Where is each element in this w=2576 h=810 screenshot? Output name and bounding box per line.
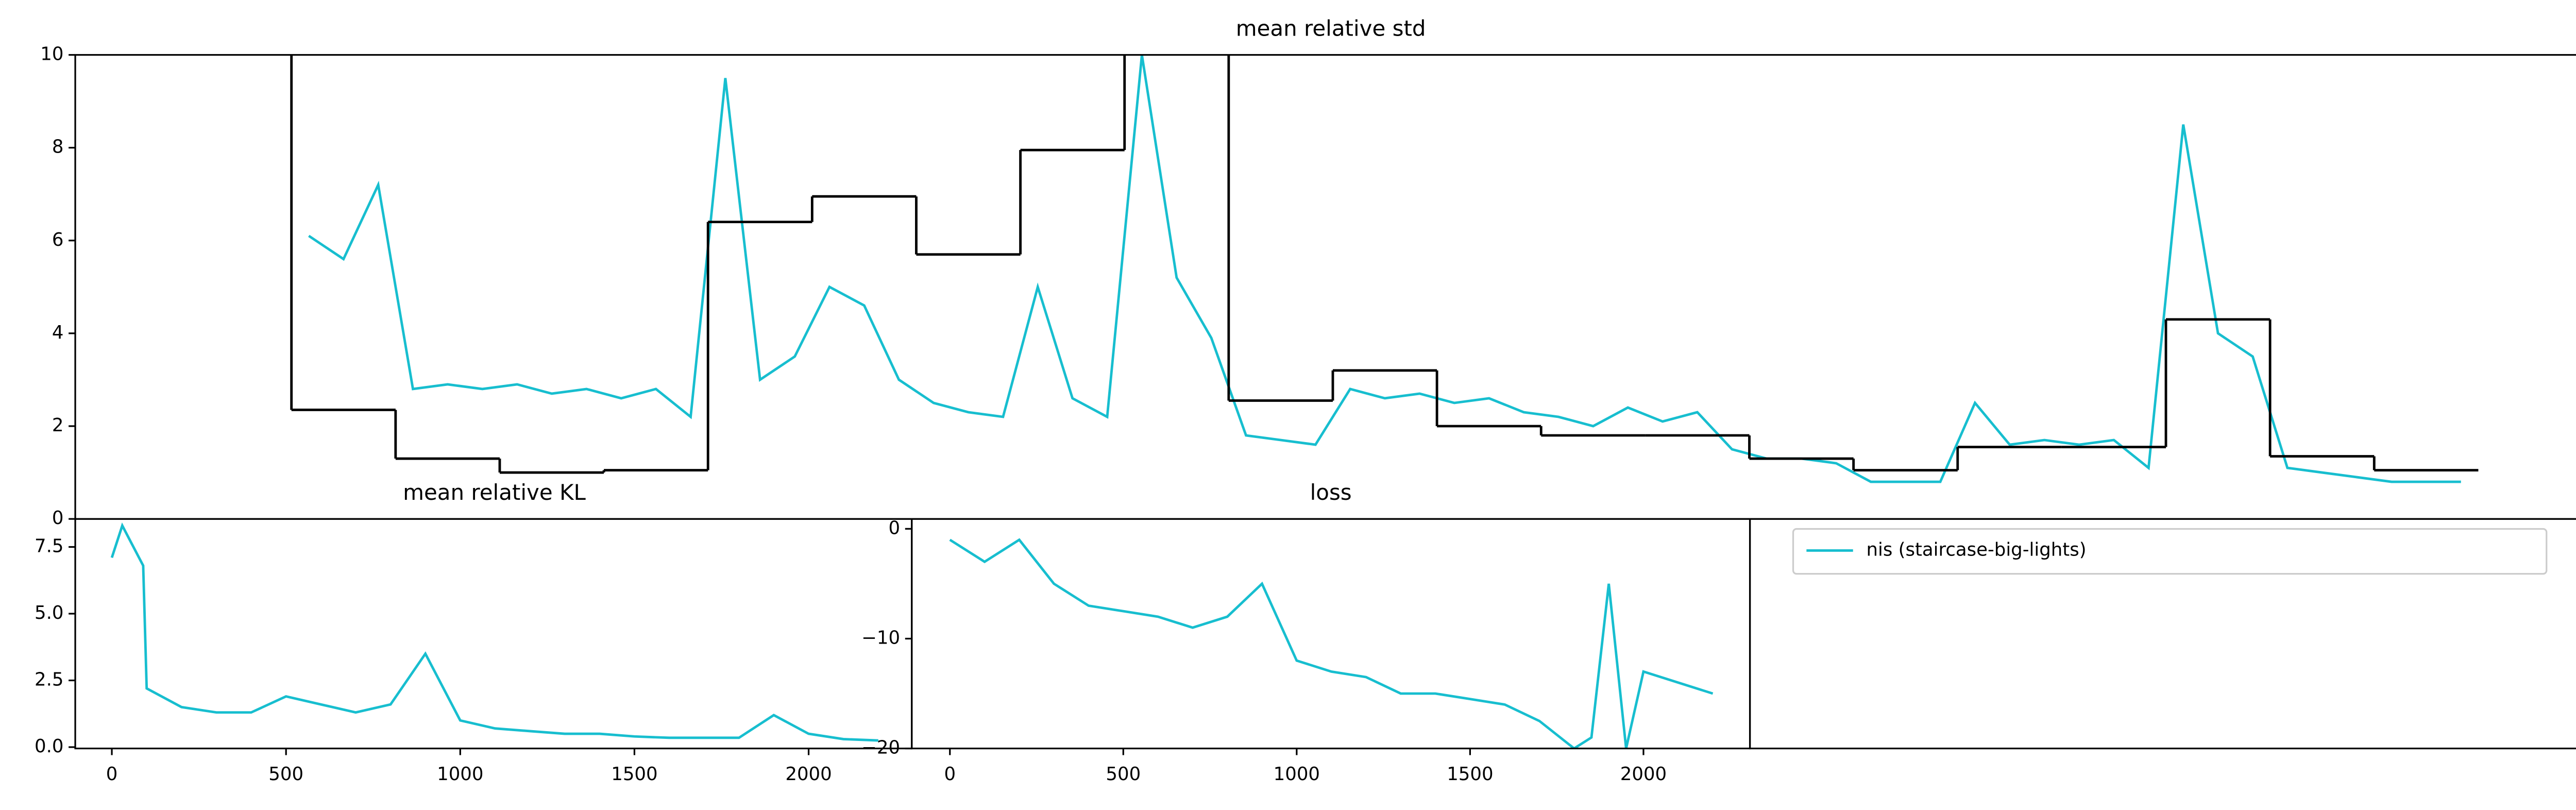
x-tick-label: 0 [106,764,118,785]
series-line [110,522,878,742]
legend-label: nis (staircase-big-lights) [1867,539,2087,560]
x-tick-label: 2000 [785,764,832,785]
x-tick-label: 2000 [1620,764,1667,785]
y-tick-label: 0 [889,517,901,538]
axes-frame [74,518,913,750]
y-tick-label: 7.5 [35,535,63,556]
chart-title: mean relative std [1236,16,1426,41]
y-tick-label: 8 [52,137,64,158]
x-tick-label: 1000 [1274,764,1320,785]
x-tick-label: 500 [1106,764,1141,785]
chart-title: mean relative KL [403,480,586,505]
y-tick-label: 2.5 [35,669,63,690]
x-tick-label: 1000 [437,764,483,785]
y-tick-label: 2 [52,415,64,436]
series-line [308,55,2461,483]
y-tick-label: 0.0 [35,736,63,757]
y-tick-label: 10 [40,44,63,65]
axes-frame [911,518,1751,750]
x-tick-label: 0 [944,764,956,785]
plot-area [949,538,1714,749]
y-tick-label: 6 [52,229,64,250]
y-tick-label: 0 [52,508,64,529]
x-tick-label: 500 [268,764,303,785]
plot-area [110,522,878,742]
y-tick-label: −20 [861,737,900,758]
y-tick-label: −10 [861,627,900,648]
x-tick-label: 1500 [1447,764,1493,785]
axes-frame [74,54,2576,520]
y-tick-label: 5.0 [35,602,63,623]
series-line [949,538,1714,749]
chart-title: loss [1310,480,1352,505]
x-tick-label: 1500 [611,764,657,785]
plot-area [290,55,2479,483]
legend-box [1792,528,2548,575]
y-tick-label: 4 [52,322,64,343]
